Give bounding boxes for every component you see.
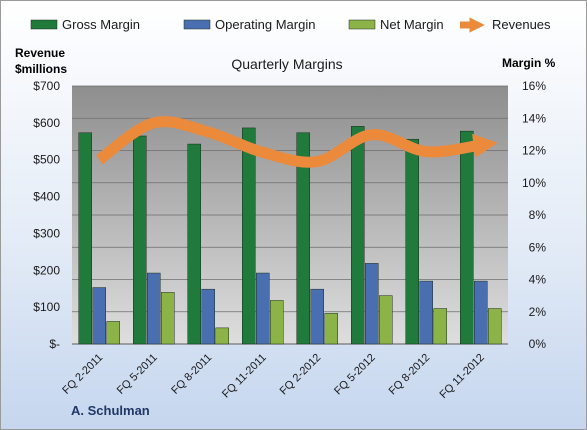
right-tick-label: 12% [522,144,546,158]
right-tick-label: 4% [529,273,547,287]
left-tick-label: $700 [33,79,60,93]
bar-operating-margin [147,272,161,345]
revenue-line [95,116,498,168]
right-tick-label: 2% [529,305,547,319]
category-label: FQ 8-2011 [169,352,214,397]
bar-net-margin [161,292,175,345]
bar-operating-margin [92,287,106,345]
legend-swatch-operating-margin [183,19,211,30]
left-tick-label: $500 [33,153,60,167]
right-tick-label: 0% [529,337,547,351]
legend: Gross Margin Operating Margin Net Margin Re… [30,17,551,33]
left-axis-title-line2: $millions [15,62,67,76]
legend-label-operating-margin: Operating Margin [215,17,315,32]
chart-title: Quarterly Margins [231,56,342,72]
left-axis: $- $100 $200 $300 $400 $500 $600 $700 [33,79,60,351]
right-tick-label: 8% [529,208,547,222]
right-axis-title: Margin % [502,56,556,70]
bars [78,126,502,345]
legend-swatch-net-margin [348,19,376,30]
bar-gross-margin [351,126,365,345]
bar-operating-margin [256,272,270,345]
right-axis: 0% 2% 4% 6% 8% 10% 12% 14% 16% [522,79,546,351]
x-axis: FQ 2-2011 FQ 5-2011 FQ 8-2011 FQ 11-2011 FQ … [60,352,487,401]
left-tick-label: $- [49,337,60,351]
bar-net-margin [488,308,502,345]
category-label: FQ 2-2011 [60,352,105,397]
left-axis-title-line1: Revenue [15,46,65,60]
left-tick-label: $400 [33,190,60,204]
category-label: FQ 5-2011 [115,352,160,397]
bar-operating-margin [419,280,433,345]
bar-gross-margin [242,127,256,345]
bar-operating-margin [201,288,215,345]
source-label: A. Schulman [71,403,150,418]
right-tick-label: 14% [522,111,546,125]
bar-operating-margin [310,288,324,345]
category-label: FQ 8-2012 [387,352,433,398]
bar-net-margin [270,300,284,345]
bar-gross-margin [296,132,310,345]
bar-net-margin [324,313,338,345]
right-tick-label: 10% [522,176,546,190]
bar-gross-margin [405,138,419,345]
bar-gross-margin [460,130,474,345]
revenues-line [95,116,498,168]
category-label: FQ 11-2011 [220,352,269,401]
bar-operating-margin [474,280,488,345]
right-tick-label: 6% [529,240,547,254]
bar-net-margin [215,327,229,345]
bar-gross-margin [187,143,201,345]
right-tick-label: 16% [522,79,546,93]
bar-net-margin [379,295,393,345]
bar-net-margin [106,321,120,345]
left-tick-label: $600 [33,116,60,130]
left-tick-label: $300 [33,226,60,240]
legend-swatch-gross-margin [30,19,58,30]
left-tick-label: $100 [33,300,60,314]
legend-label-revenues: Revenues [492,17,551,32]
left-tick-label: $200 [33,263,60,277]
category-label: FQ 5-2012 [332,352,378,398]
bar-operating-margin [365,263,379,345]
bar-gross-margin [133,135,147,345]
bar-net-margin [433,308,447,345]
legend-label-net-margin: Net Margin [380,17,444,32]
legend-label-gross-margin: Gross Margin [62,17,140,32]
category-label: FQ 11-2012 [437,352,486,401]
category-label: FQ 2-2012 [278,352,324,398]
bar-gross-margin [78,132,92,345]
